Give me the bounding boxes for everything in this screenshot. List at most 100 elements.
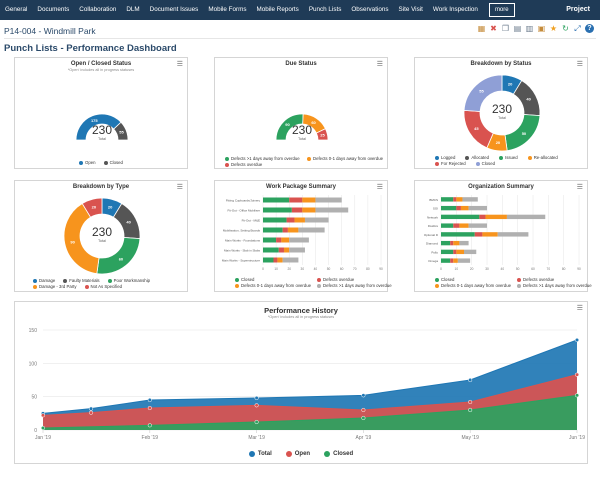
legend-item-defects-1-days-away-from-overdue[interactable]: Defects >1 days away from overdue <box>225 156 301 161</box>
top-navigation: General Documents Collaboration DLM Document… <box>0 0 600 20</box>
legend-item-open[interactable]: Open <box>286 451 310 457</box>
point-open <box>89 411 93 415</box>
bar-defects-1-days-away-from-overdue <box>464 250 476 254</box>
panel-breakdown-by-status: Breakdown by Status ☰ 20 40 50 20 45 55 230 Tot… <box>414 57 588 169</box>
x-tick-label: 0 <box>440 267 442 271</box>
bar-closed <box>441 250 453 254</box>
legend-item-closed[interactable]: Closed <box>435 277 511 282</box>
data-label: 55 <box>119 130 124 135</box>
legend-item-poor-workmanship[interactable]: Poor Workmanship <box>108 278 150 283</box>
x-tick-label: 20 <box>470 267 474 271</box>
lock-icon[interactable]: ▣ <box>537 24 546 33</box>
bar-defects-0-1-days-away-from-overdue <box>482 232 497 236</box>
legend-item-defects-0-1-days-away-from-overdue[interactable]: Defects 0-1 days away from overdue <box>235 283 311 288</box>
legend: Logged Allocated Issued Re-allocated For Rej… <box>435 155 581 166</box>
legend-item-damage[interactable]: Damage <box>33 278 55 283</box>
nav-item-mobile-forms[interactable]: Mobile Forms <box>203 0 251 20</box>
project-menu[interactable]: Project <box>566 0 590 20</box>
breadcrumb[interactable]: P14-004 - Windmill Park <box>4 26 96 36</box>
bar-closed <box>263 208 292 213</box>
x-tick-label: 70 <box>547 267 551 271</box>
legend-item-issued[interactable]: Issued <box>499 155 518 160</box>
page-title: Punch Lists - Performance Dashboard <box>4 43 177 54</box>
legend-item-defects-0-1-days-away-from-overdue[interactable]: Defects 0-1 days away from overdue <box>307 156 383 161</box>
x-tick-label: 10 <box>455 267 459 271</box>
legend-item-closed[interactable]: Closed <box>324 451 353 457</box>
help-icon[interactable]: ? <box>585 24 594 33</box>
nav-item-collaboration[interactable]: Collaboration <box>74 0 121 20</box>
bar-defects-0-1-days-away-from-overdue <box>453 258 458 262</box>
bar-defects-overdue <box>292 208 302 213</box>
point-total <box>575 338 579 342</box>
legend-marker <box>517 284 521 288</box>
nav-item-punch-lists[interactable]: Punch Lists <box>304 0 347 20</box>
point-open <box>41 414 45 418</box>
y-tick-label: 0 <box>34 428 37 434</box>
more-button[interactable]: more <box>489 3 515 17</box>
star-icon[interactable]: ★ <box>549 24 558 33</box>
legend-item-defects-overdue[interactable]: Defects overdue <box>225 162 301 167</box>
legend-item-for-rejected[interactable]: For Rejected <box>435 161 466 166</box>
expand-icon[interactable]: ⤢ <box>573 24 582 33</box>
x-tick-label: 90 <box>379 267 383 271</box>
legend-item-defects-1-days-away-from-overdue[interactable]: Defects >1 days away from overdue <box>517 283 592 288</box>
legend-item-open[interactable]: Open <box>79 160 96 165</box>
legend-item-closed[interactable]: Closed <box>104 160 123 165</box>
legend-item-defects-overdue[interactable]: Defects overdue <box>517 277 592 282</box>
legend-item-defects-1-days-away-from-overdue[interactable]: Defects >1 days away from overdue <box>317 283 392 288</box>
legend-marker <box>85 285 89 289</box>
legend-label: Issued <box>505 155 518 160</box>
legend-item-allocated[interactable]: Allocated <box>465 155 489 160</box>
legend-item-defects-overdue[interactable]: Defects overdue <box>317 277 392 282</box>
legend-item-total[interactable]: Total <box>249 451 272 457</box>
point-closed <box>255 420 259 424</box>
legend-item-damage-3rd-party[interactable]: Damage - 3rd Party <box>33 284 77 289</box>
open-closed-donut-chart: 17555230Total <box>15 58 189 170</box>
legend-marker <box>528 156 532 160</box>
point-closed <box>362 416 366 420</box>
panel-performance-history: Performance History *Open' includes all … <box>14 301 588 464</box>
legend-item-closed[interactable]: Closed <box>235 277 311 282</box>
nav-item-documents[interactable]: Documents <box>32 0 74 20</box>
bar-defects-0-1-days-away-from-overdue <box>288 228 298 233</box>
nav-item-mobile-reports[interactable]: Mobile Reports <box>251 0 303 20</box>
legend-item-re-allocated[interactable]: Re-allocated <box>528 155 558 160</box>
bar-defects-1-days-away-from-overdue <box>283 258 299 263</box>
calendar-icon[interactable]: ▦ <box>477 24 486 33</box>
nav-item-work-inspection[interactable]: Work Inspection <box>428 0 483 20</box>
x-tick-label: Jan '19 <box>35 435 51 441</box>
grid-icon[interactable]: ▥ <box>525 24 534 33</box>
legend-marker <box>317 284 321 288</box>
y-tick-label: SGI <box>433 207 438 211</box>
nav-item-observations[interactable]: Observations <box>346 0 393 20</box>
center-total: 230 <box>492 102 512 116</box>
refresh-icon[interactable]: ↻ <box>561 24 570 33</box>
nav-item-document-issues[interactable]: Document Issues <box>145 0 204 20</box>
legend-item-logged[interactable]: Logged <box>435 155 455 160</box>
x-tick-label: 50 <box>327 267 331 271</box>
data-label: 25 <box>320 133 325 138</box>
nav-item-dlm[interactable]: DLM <box>121 0 144 20</box>
bar-defects-0-1-days-away-from-overdue <box>456 197 462 201</box>
nav-item-general[interactable]: General <box>0 0 32 20</box>
nav-item-site-visit[interactable]: Site Visit <box>394 0 428 20</box>
legend: Total Open Closed <box>15 451 587 457</box>
legend-marker <box>33 279 37 283</box>
legend-label: Poor Workmanship <box>114 278 150 283</box>
toolbar: ▦ ✖ ❐ ▤ ▥ ▣ ★ ↻ ⤢? <box>477 24 594 33</box>
bar-defects-overdue <box>453 197 456 201</box>
y-tick-label: Fit-Out - M&E <box>242 219 260 223</box>
x-tick-label: 40 <box>501 267 505 271</box>
bar-defects-0-1-days-away-from-overdue <box>277 258 282 263</box>
legend-marker <box>249 451 255 457</box>
document-icon[interactable]: ▤ <box>513 24 522 33</box>
legend-item-defects-0-1-days-away-from-overdue[interactable]: Defects 0-1 days away from overdue <box>435 283 511 288</box>
legend-marker <box>307 157 311 161</box>
data-label: 20 <box>92 204 97 209</box>
legend-item-faulty-materials[interactable]: Faulty Materials <box>63 278 99 283</box>
close-icon[interactable]: ✖ <box>489 24 498 33</box>
x-tick-label: 90 <box>577 267 581 271</box>
legend-item-closed[interactable]: Closed <box>476 161 495 166</box>
copy-icon[interactable]: ❐ <box>501 24 510 33</box>
legend-item-not-as-specified[interactable]: Not As Specified <box>85 284 123 289</box>
